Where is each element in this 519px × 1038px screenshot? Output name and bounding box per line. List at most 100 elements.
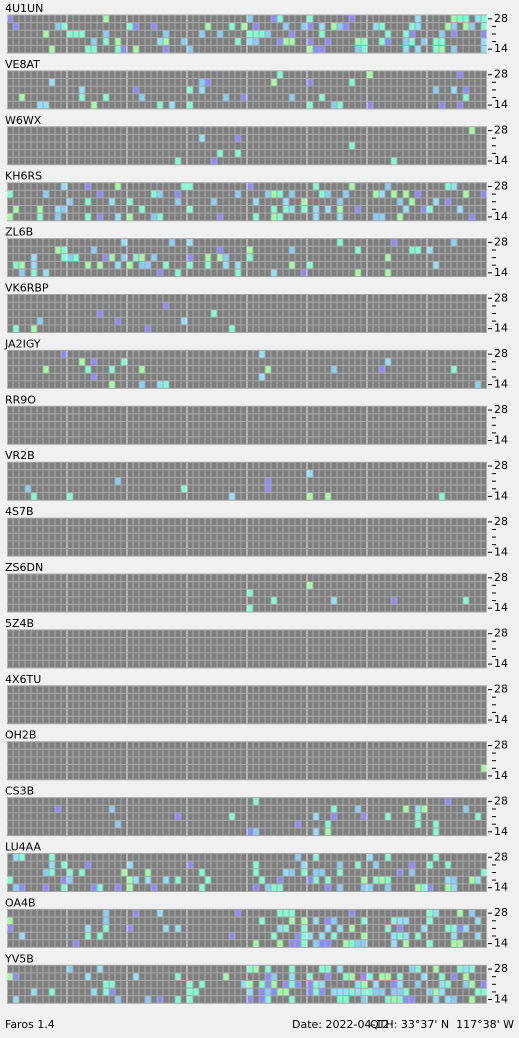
- detection-cell: [61, 861, 67, 869]
- detection-cell: [139, 380, 145, 389]
- detection-cell: [67, 253, 73, 262]
- station-name: 4X6TU: [5, 673, 41, 686]
- detection-cell: [385, 924, 391, 933]
- detection-cell: [439, 45, 445, 53]
- detection-cell: [283, 988, 289, 996]
- detection-cell: [157, 213, 163, 221]
- detection-cell: [469, 126, 475, 135]
- detection-cell: [85, 182, 91, 191]
- detection-cell: [247, 589, 253, 597]
- detection-cell: [481, 37, 487, 46]
- detection-cell: [139, 205, 145, 214]
- detection-cell: [433, 86, 439, 94]
- detection-cell: [259, 30, 265, 38]
- detection-cell: [409, 965, 415, 973]
- detection-cell: [445, 182, 451, 191]
- detection-cell: [55, 205, 61, 214]
- detection-cell: [205, 253, 211, 262]
- detection-cell: [199, 30, 205, 38]
- detection-cell: [415, 965, 421, 973]
- detection-cell: [259, 980, 265, 989]
- detection-cell: [361, 37, 367, 46]
- detection-cell: [283, 909, 289, 917]
- band-label: 28: [494, 850, 508, 863]
- detection-cell: [91, 358, 97, 366]
- detection-cell: [157, 190, 163, 198]
- band-label: 28: [494, 68, 508, 81]
- band-label: 14: [494, 993, 508, 1006]
- detection-cell: [277, 924, 283, 933]
- detection-cell: [181, 182, 187, 191]
- detection-cell: [187, 988, 193, 996]
- detection-cell: [463, 86, 469, 94]
- detection-cell: [145, 868, 151, 877]
- detection-cell: [133, 253, 139, 262]
- detection-cell: [427, 988, 433, 996]
- detection-cell: [145, 876, 151, 884]
- detection-cell: [391, 917, 397, 925]
- detection-cell: [19, 93, 25, 102]
- detection-cell: [367, 70, 373, 79]
- detection-cell: [331, 365, 337, 374]
- detection-cell: [139, 253, 145, 262]
- detection-cell: [115, 213, 121, 221]
- detection-cell: [199, 86, 205, 94]
- detection-cell: [187, 86, 193, 94]
- band-label: 28: [494, 291, 508, 304]
- detection-cell: [187, 182, 193, 191]
- detection-cell: [85, 365, 91, 374]
- station-panel: OH2B 28 14: [5, 729, 508, 782]
- detection-cell: [481, 22, 487, 31]
- detection-cell: [379, 37, 385, 46]
- detection-cell: [211, 157, 217, 165]
- detection-cell: [295, 820, 301, 828]
- detection-cell: [85, 932, 91, 940]
- detection-cell: [175, 812, 181, 821]
- station-name: 4U1UN: [5, 2, 43, 15]
- band-label: 28: [494, 906, 508, 919]
- detection-cell: [325, 820, 331, 828]
- detection-cell: [175, 190, 181, 198]
- detection-cell: [247, 828, 253, 836]
- detection-cell: [43, 883, 49, 892]
- detection-cell: [283, 205, 289, 214]
- detection-cell: [409, 22, 415, 31]
- detection-cell: [97, 932, 103, 940]
- detection-cell: [463, 972, 469, 981]
- detection-cell: [31, 492, 37, 501]
- detection-cell: [349, 909, 355, 917]
- detection-cell: [427, 917, 433, 925]
- detection-cell: [385, 995, 391, 1004]
- detection-cell: [241, 93, 247, 102]
- station-panel: 5Z4B 28 14: [5, 617, 508, 670]
- station-panel: ZS6DN 28 14: [5, 561, 508, 614]
- detection-cell: [103, 917, 109, 925]
- detection-cell: [301, 917, 307, 925]
- detection-cell: [79, 86, 85, 94]
- detection-cell: [283, 924, 289, 933]
- detection-cell: [217, 253, 223, 262]
- detection-cell: [313, 917, 319, 925]
- detection-cell: [373, 190, 379, 198]
- detection-cell: [235, 190, 241, 198]
- detection-cell: [145, 261, 151, 269]
- detection-cell: [109, 253, 115, 262]
- detection-cell: [259, 988, 265, 996]
- detection-cell: [163, 876, 169, 884]
- detection-cell: [325, 939, 331, 948]
- detection-cell: [199, 883, 205, 892]
- detection-cell: [229, 932, 235, 940]
- detection-cell: [451, 45, 457, 53]
- qth: QTH: 33°37' N 117°38' W: [370, 1018, 514, 1031]
- app-version: Faros 1.4: [5, 1018, 55, 1031]
- band-label: 28: [494, 459, 508, 472]
- detection-cell: [469, 909, 475, 917]
- detection-cell: [241, 22, 247, 31]
- band-label: 14: [494, 210, 508, 223]
- band-label: 14: [494, 769, 508, 782]
- detection-cell: [37, 213, 43, 221]
- detection-cell: [37, 205, 43, 214]
- detection-cell: [187, 261, 193, 269]
- detection-cell: [379, 190, 385, 198]
